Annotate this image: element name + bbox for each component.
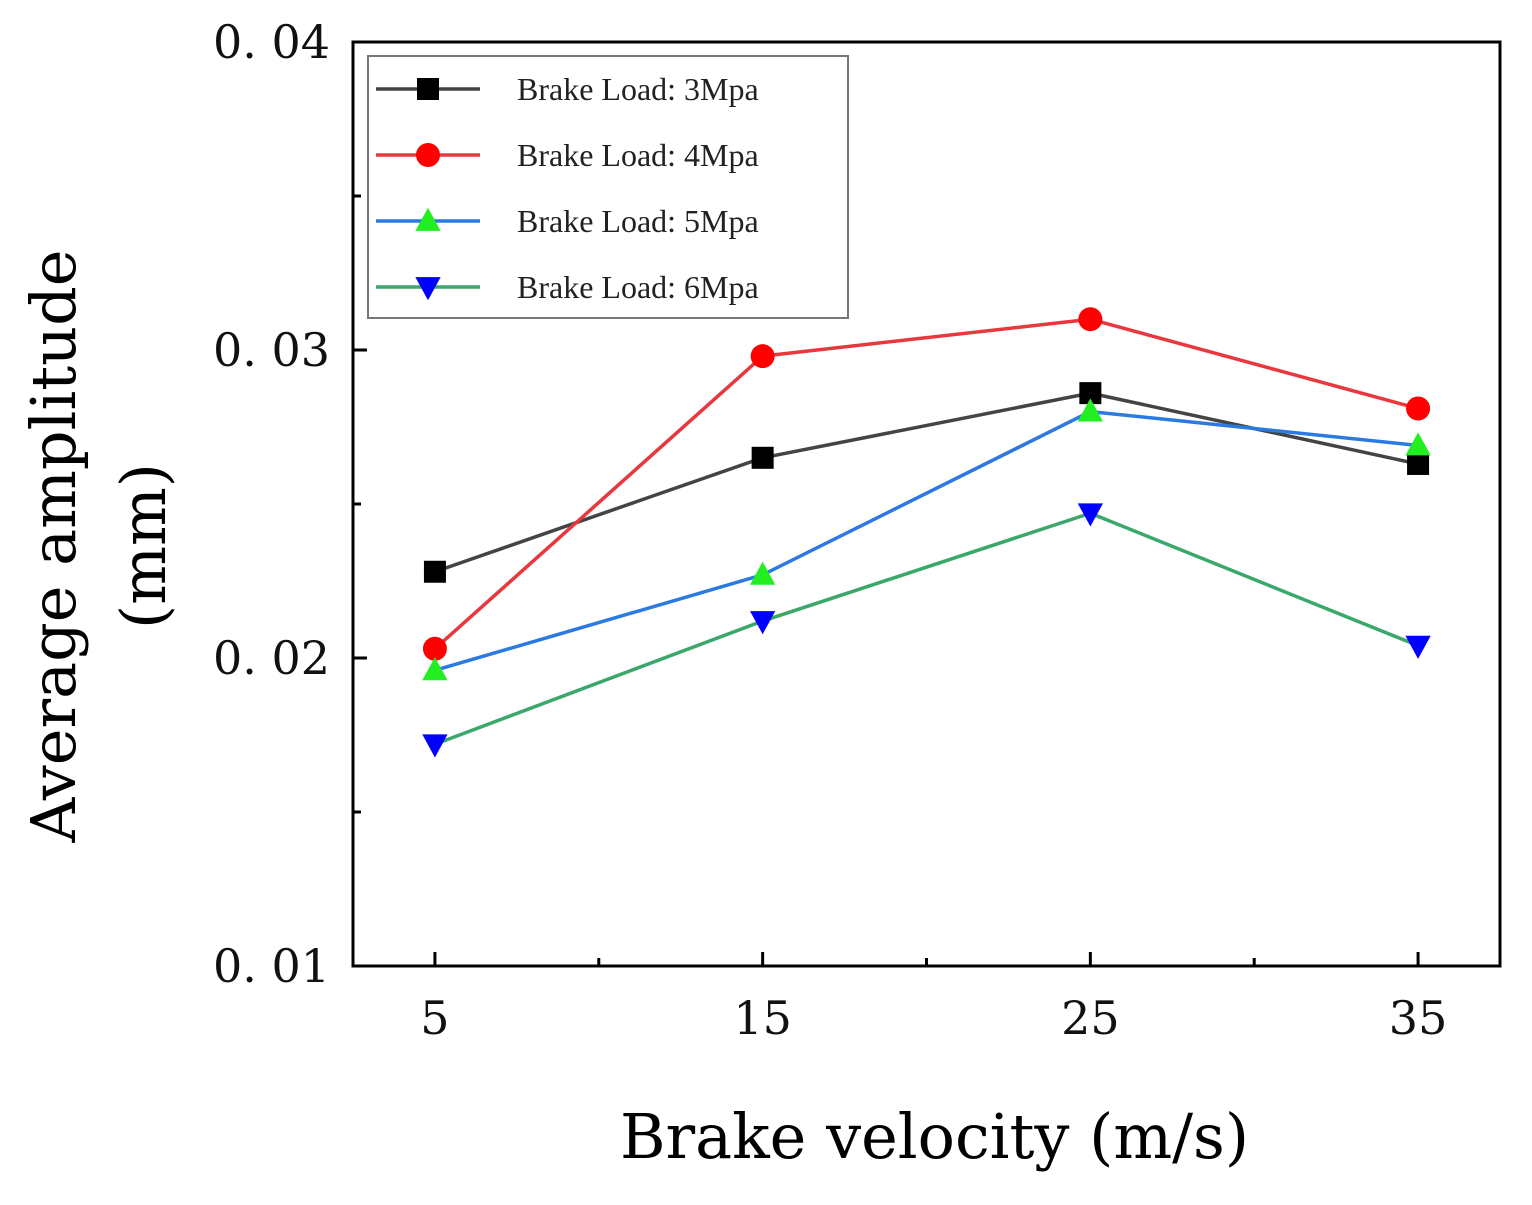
- data-point-marker: [1407, 452, 1430, 475]
- data-point-marker: [749, 611, 776, 635]
- data-point-marker: [423, 560, 446, 583]
- legend-box: [367, 55, 849, 319]
- axis-ticks: [353, 40, 1420, 968]
- data-point-marker: [417, 78, 439, 100]
- data-point-marker: [751, 446, 774, 469]
- data-point-marker: [415, 207, 441, 231]
- y-tick-label: 0. 02: [213, 631, 330, 685]
- x-tick-label: 15: [733, 991, 792, 1045]
- legend-label: Brake Load: 4Mpa: [517, 137, 759, 173]
- data-point-marker: [749, 561, 776, 585]
- legend-label: Brake Load: 6Mpa: [517, 269, 759, 305]
- series-line: [434, 409, 1419, 673]
- x-tick-label: 25: [1061, 991, 1120, 1045]
- data-point-marker: [750, 344, 775, 369]
- data-point-marker: [422, 657, 448, 681]
- y-tick-label: 0. 01: [213, 939, 330, 993]
- y-axis-title-line2: (mm): [107, 463, 180, 629]
- y-tick-label: 0. 03: [213, 323, 330, 377]
- data-point-marker: [1405, 432, 1431, 456]
- data-point-marker: [1406, 396, 1431, 421]
- y-axis-title: Average amplitude (mm): [17, 250, 180, 844]
- legend: Brake Load: 3Mpa Brake Load: 4Mpa Brake Lo…: [367, 55, 849, 319]
- data-point-marker: [1077, 503, 1104, 527]
- tick-labels: 0. 01 0. 02 0. 03 0. 04 5 15 25 35: [213, 15, 1447, 1045]
- data-point-marker: [422, 734, 448, 758]
- x-axis-title: Brake velocity (m/s): [620, 1100, 1249, 1173]
- data-point-marker: [1077, 398, 1104, 422]
- y-axis-title-line1: Average amplitude: [17, 250, 90, 844]
- y-tick-label: 0. 04: [213, 15, 330, 69]
- x-tick-label: 35: [1389, 991, 1448, 1045]
- x-tick-label: 5: [420, 991, 449, 1045]
- data-point-marker: [1078, 307, 1103, 332]
- data-point-marker: [416, 143, 440, 167]
- data-point-marker: [422, 636, 447, 661]
- data-point-marker: [1079, 382, 1102, 405]
- data-point-marker: [1405, 635, 1431, 659]
- legend-label: Brake Load: 5Mpa: [517, 203, 759, 239]
- series-lines: [433, 317, 1419, 746]
- data-point-marker: [415, 277, 441, 301]
- series-markers: [422, 307, 1431, 758]
- series-line: [434, 511, 1419, 746]
- legend-label: Brake Load: 3Mpa: [517, 71, 759, 107]
- series-line: [433, 317, 1419, 651]
